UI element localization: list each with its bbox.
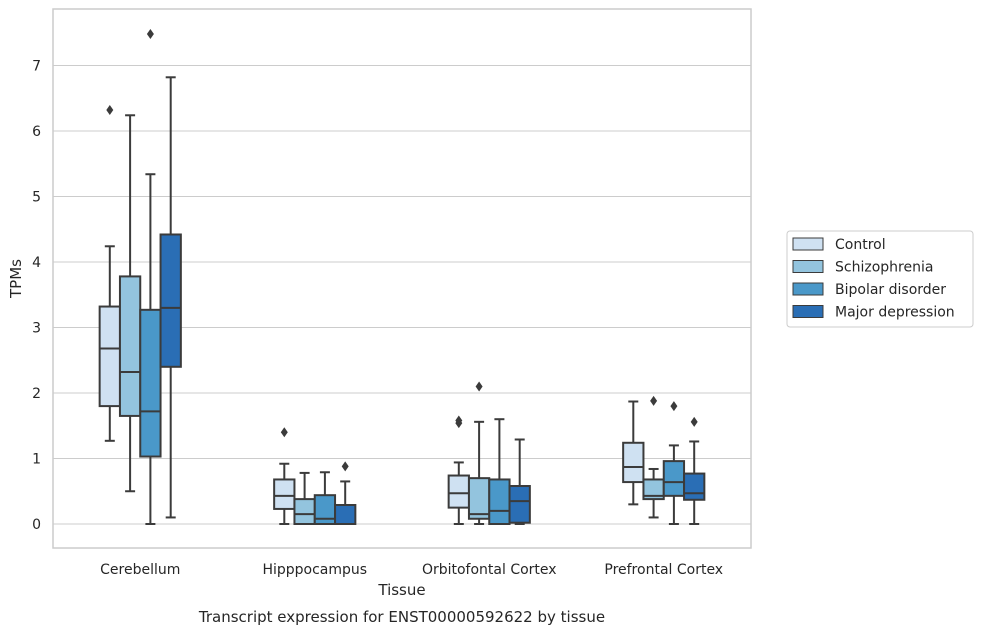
box-group <box>447 415 470 525</box>
legend-label: Schizophrenia <box>835 260 933 276</box>
x-axis-label: Tissue <box>377 581 425 599</box>
y-tick-label: 0 <box>32 517 41 533</box>
box-group <box>313 471 337 525</box>
box <box>467 477 491 520</box>
plot-frame <box>52 8 752 549</box>
box <box>273 478 296 510</box>
box-group <box>488 418 511 525</box>
box <box>159 233 182 368</box>
x-tick-label: Prefrontal Cortex <box>604 562 723 578</box>
legend-label: Control <box>835 237 886 253</box>
box <box>622 441 645 484</box>
chart-caption: Transcript expression for ENST0000059262… <box>198 608 605 626</box>
legend-swatch <box>792 260 824 273</box>
box <box>662 460 686 497</box>
box-group <box>334 461 357 526</box>
legend-label: Bipolar disorder <box>835 282 946 298</box>
outlier-marker <box>670 401 678 412</box>
box-group <box>98 105 121 442</box>
box <box>508 485 531 524</box>
y-tick-label: 2 <box>32 386 41 402</box>
y-tick-labels: 0 1 2 3 4 5 6 7 <box>32 59 41 534</box>
box <box>139 308 162 458</box>
box <box>293 498 316 525</box>
box-group <box>159 76 182 519</box>
box-group <box>662 401 686 525</box>
outlier-marker <box>690 416 698 427</box>
outlier-marker <box>280 427 288 438</box>
box-group <box>622 400 645 506</box>
outlier-marker <box>146 29 154 40</box>
outlier-marker <box>650 395 658 406</box>
legend-frame <box>786 230 974 328</box>
y-tick-label: 7 <box>32 59 41 75</box>
box <box>447 474 470 509</box>
outlier-marker <box>475 381 483 392</box>
legend-label: Major depression <box>835 305 955 321</box>
box-group <box>293 471 316 525</box>
x-tick-labels: Cerebellum Hipppocampus Orbitofontal Corte… <box>100 562 723 578</box>
x-tick-label: Cerebellum <box>100 562 180 578</box>
box-group <box>508 438 531 525</box>
box-plot-marks <box>98 29 706 526</box>
box <box>98 305 121 408</box>
legend-swatch <box>792 305 824 318</box>
box <box>683 472 706 501</box>
y-axis-label: TPMs <box>7 259 25 299</box>
legend-swatch <box>792 282 824 296</box>
y-tick-label: 5 <box>32 190 41 206</box>
box-group <box>642 395 665 519</box>
box-group <box>273 427 296 525</box>
box-group <box>139 29 162 525</box>
box-group <box>467 381 491 525</box>
y-tick-label: 4 <box>32 255 41 271</box>
x-tick-label: Hipppocampus <box>262 562 367 578</box>
box-group <box>683 416 706 525</box>
y-tick-label: 1 <box>32 452 41 468</box>
outlier-marker <box>106 105 114 116</box>
outlier-marker <box>341 461 349 472</box>
legend-swatch <box>792 237 824 251</box>
box-group <box>118 114 142 493</box>
y-tick-label: 6 <box>32 124 41 140</box>
box <box>334 504 357 526</box>
y-tick-label: 3 <box>32 321 41 337</box>
legend: Control Schizophrenia Bipolar disorder Majo… <box>786 230 974 328</box>
x-tick-label: Orbitofontal Cortex <box>422 562 557 578</box>
outlier-marker <box>455 415 463 426</box>
box <box>118 275 142 417</box>
box <box>488 478 511 525</box>
